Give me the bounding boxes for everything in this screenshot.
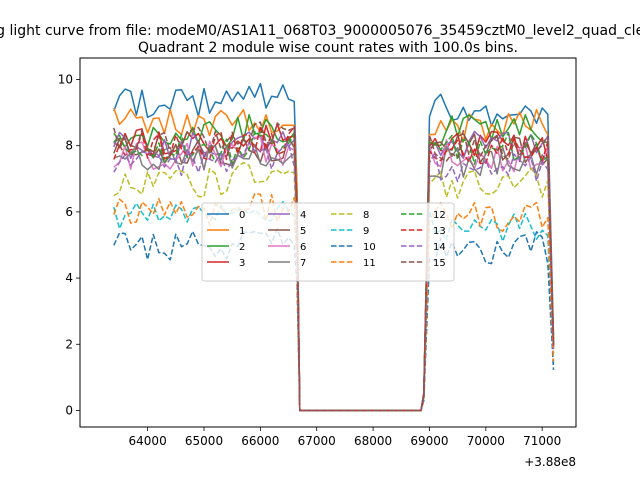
x-axis-ticks: 64000 65000 66000 67000 68000 69000 70000 71000: [129, 427, 561, 448]
legend-label-13: 13: [433, 226, 446, 237]
x-tick-label: 71000: [523, 434, 561, 448]
x-tick-label: 66000: [241, 434, 279, 448]
legend-label-3: 3: [239, 258, 245, 269]
x-tick-label: 65000: [185, 434, 223, 448]
legend-label-12: 12: [433, 210, 446, 221]
series-line-15: [113, 121, 555, 412]
x-axis-offset-label: +3.88e8: [524, 455, 576, 469]
chart-title: Quadrant 2 module wise count rates with …: [138, 40, 518, 56]
figure-suptitle: Plotting light curve from file: modeM0/A…: [0, 23, 640, 39]
series-line-8: [113, 161, 555, 412]
y-axis-ticks: 0 2 4 6 8 10: [58, 73, 80, 417]
legend-label-14: 14: [433, 242, 446, 253]
legend-label-2: 2: [239, 242, 245, 253]
series-line-2: [113, 113, 555, 412]
series-line-13: [113, 125, 555, 412]
legend-label-1: 1: [239, 226, 245, 237]
legend-label-4: 4: [300, 210, 306, 221]
y-tick-label: 8: [65, 139, 73, 153]
legend-label-5: 5: [300, 226, 306, 237]
legend-box: [201, 202, 455, 282]
legend-label-8: 8: [363, 210, 369, 221]
series-line-14: [113, 141, 555, 412]
axes-frame: [79, 57, 577, 428]
legend-label-10: 10: [363, 242, 376, 253]
legend-label-15: 15: [433, 258, 446, 269]
y-tick-label: 4: [65, 271, 73, 285]
x-tick-label: 69000: [410, 434, 448, 448]
legend-label-6: 6: [300, 242, 306, 253]
y-tick-label: 6: [65, 205, 73, 219]
series-line-0: [113, 82, 555, 412]
x-tick-label: 70000: [467, 434, 505, 448]
legend-label-7: 7: [300, 258, 306, 269]
x-tick-label: 67000: [298, 434, 336, 448]
legend-label-0: 0: [239, 210, 245, 221]
series-line-1: [113, 107, 555, 412]
legend-label-9: 9: [363, 226, 369, 237]
y-tick-label: 0: [65, 403, 73, 417]
x-tick-label: 64000: [129, 434, 167, 448]
y-tick-label: 10: [58, 73, 73, 87]
legend-label-11: 11: [363, 258, 376, 269]
y-tick-label: 2: [65, 337, 73, 351]
series-line-9: [113, 200, 555, 412]
x-tick-label: 68000: [354, 434, 392, 448]
